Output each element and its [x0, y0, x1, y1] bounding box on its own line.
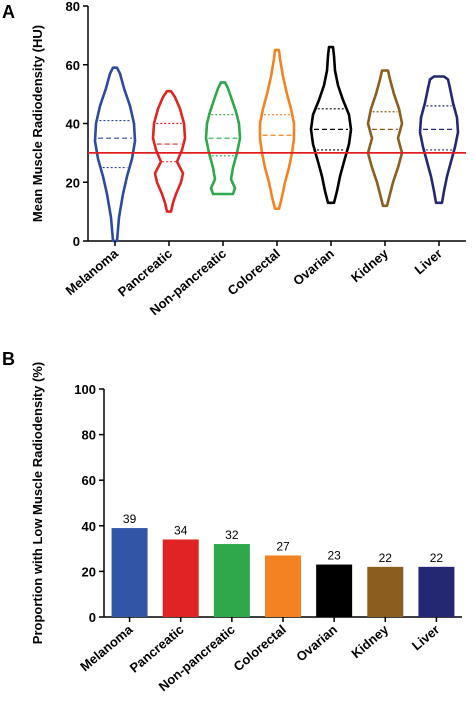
- bar-ovarian: [316, 564, 353, 617]
- violin-kidney: [366, 69, 404, 208]
- bar-colorectal: [265, 555, 301, 617]
- data-label: 23: [327, 549, 341, 563]
- data-label: 22: [379, 551, 393, 565]
- x-tick-label: Liver: [409, 622, 442, 653]
- y-tick-label: 40: [66, 117, 80, 132]
- bar-kidney: [367, 566, 404, 617]
- y-tick-label: 0: [73, 234, 80, 249]
- bar-melanoma: [111, 528, 148, 617]
- bar-liver: [418, 566, 455, 617]
- data-label: 39: [123, 512, 137, 526]
- x-tick-label: Melanoma: [63, 245, 122, 298]
- violin-melanoma: [93, 66, 137, 243]
- y-tick-label: 20: [82, 564, 96, 579]
- y-tick-label: 20: [66, 175, 80, 190]
- x-tick-label: Kidney: [348, 621, 391, 661]
- violin-liver: [418, 75, 460, 205]
- x-tick-label: Liver: [411, 246, 444, 277]
- violin-colorectal: [258, 48, 296, 210]
- y-axis-label: Proportion with Low Muscle Radiodensity …: [30, 362, 45, 644]
- data-label: 27: [276, 539, 290, 553]
- x-tick-label: Colorectal: [231, 622, 289, 674]
- data-label: 34: [174, 523, 188, 537]
- y-tick-label: 80: [82, 428, 96, 443]
- y-tick-label: 80: [66, 0, 80, 14]
- violin-ovarian: [309, 45, 353, 205]
- violin-non-pancreatic: [204, 81, 242, 196]
- bar-pancreatic: [162, 539, 199, 617]
- data-label: 22: [430, 551, 444, 565]
- x-tick-label: Colorectal: [225, 246, 283, 298]
- bar-non-pancreatic: [213, 544, 250, 617]
- y-tick-label: 0: [89, 610, 96, 625]
- panel-a-label: A: [2, 2, 15, 22]
- x-tick-label: Kidney: [348, 245, 391, 285]
- violin-pancreatic: [151, 89, 187, 213]
- y-axis-label: Mean Muscle Radiodensity (HU): [30, 25, 45, 222]
- x-tick-label: Ovarian: [290, 246, 337, 289]
- bar-chart: 0 20 40 60 80 100 Proportion with Low Muscle R…: [30, 362, 462, 694]
- y-tick-label: 40: [82, 519, 96, 534]
- y-tick-label: 60: [66, 58, 80, 73]
- violin-chart: 0 20 40 60 80 Mean Muscle Radiodensity (HU) Me…: [30, 0, 466, 318]
- data-label: 32: [225, 528, 239, 542]
- panel-b-label: B: [2, 349, 15, 369]
- x-tick-label: Ovarian: [293, 622, 340, 665]
- y-tick-label: 100: [74, 382, 96, 397]
- y-tick-label: 60: [82, 473, 96, 488]
